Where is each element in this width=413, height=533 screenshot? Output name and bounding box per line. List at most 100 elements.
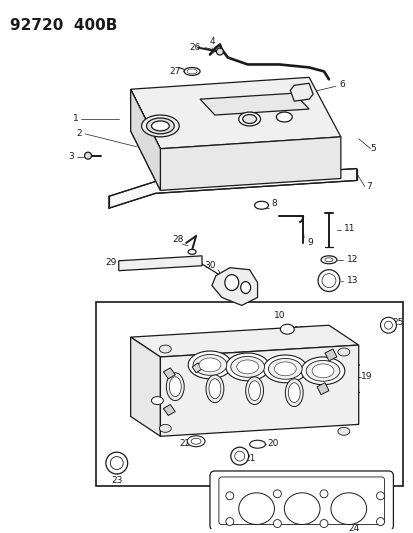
Ellipse shape: [273, 520, 281, 528]
Ellipse shape: [238, 493, 274, 524]
Text: 29: 29: [105, 259, 116, 267]
Ellipse shape: [284, 493, 319, 524]
Bar: [96, 302, 402, 486]
Ellipse shape: [84, 152, 91, 159]
Ellipse shape: [254, 201, 268, 209]
Ellipse shape: [263, 355, 306, 383]
Ellipse shape: [311, 364, 333, 378]
Polygon shape: [211, 268, 257, 305]
Ellipse shape: [192, 354, 226, 375]
Polygon shape: [290, 83, 312, 101]
Ellipse shape: [337, 427, 349, 435]
Ellipse shape: [225, 492, 233, 500]
Text: 15: 15: [182, 368, 193, 377]
Ellipse shape: [230, 357, 264, 377]
Ellipse shape: [234, 451, 244, 461]
Text: 5: 5: [370, 144, 375, 153]
Text: 8: 8: [271, 199, 277, 208]
Ellipse shape: [276, 112, 292, 122]
Ellipse shape: [321, 273, 335, 287]
Text: 92720  400B: 92720 400B: [9, 18, 117, 33]
Ellipse shape: [184, 68, 199, 75]
Ellipse shape: [224, 274, 238, 290]
Ellipse shape: [225, 353, 269, 381]
Ellipse shape: [159, 345, 171, 353]
Ellipse shape: [376, 518, 384, 526]
Text: 3: 3: [68, 152, 74, 161]
Text: 22: 22: [179, 439, 190, 448]
Text: 21: 21: [244, 454, 255, 463]
Ellipse shape: [280, 324, 294, 334]
Ellipse shape: [169, 377, 181, 397]
Ellipse shape: [380, 317, 395, 333]
Ellipse shape: [106, 452, 127, 474]
Text: 26: 26: [189, 43, 200, 52]
Ellipse shape: [245, 377, 263, 405]
Text: 20: 20: [267, 439, 278, 448]
Text: 23: 23: [111, 477, 122, 486]
Polygon shape: [160, 345, 358, 437]
Ellipse shape: [206, 375, 223, 402]
Ellipse shape: [317, 270, 339, 292]
Ellipse shape: [151, 397, 163, 405]
Polygon shape: [131, 77, 340, 149]
Polygon shape: [163, 405, 175, 415]
Ellipse shape: [199, 358, 221, 372]
Text: 10: 10: [273, 311, 285, 320]
Text: 13: 13: [346, 276, 357, 285]
Polygon shape: [131, 325, 358, 357]
Text: 18: 18: [338, 348, 349, 357]
Ellipse shape: [141, 115, 179, 137]
Ellipse shape: [384, 321, 392, 329]
Ellipse shape: [330, 493, 366, 524]
Polygon shape: [109, 168, 356, 208]
Polygon shape: [199, 93, 309, 115]
Ellipse shape: [337, 348, 349, 356]
Ellipse shape: [249, 440, 265, 448]
Text: 17: 17: [294, 326, 305, 335]
Ellipse shape: [301, 357, 344, 385]
Text: 19: 19: [360, 372, 371, 381]
Text: 12: 12: [346, 255, 357, 264]
Ellipse shape: [216, 48, 223, 55]
Text: 14: 14: [137, 400, 148, 409]
Ellipse shape: [240, 281, 250, 294]
Ellipse shape: [376, 492, 384, 500]
Polygon shape: [316, 383, 328, 394]
Ellipse shape: [268, 359, 301, 379]
Text: 25: 25: [392, 318, 403, 327]
Polygon shape: [163, 368, 175, 379]
Text: 7: 7: [366, 182, 371, 191]
Ellipse shape: [230, 447, 248, 465]
Ellipse shape: [242, 115, 256, 124]
Polygon shape: [119, 256, 202, 271]
Polygon shape: [131, 337, 160, 437]
Ellipse shape: [151, 121, 169, 131]
Ellipse shape: [274, 362, 296, 376]
FancyBboxPatch shape: [218, 477, 384, 524]
Text: 11: 11: [343, 223, 354, 232]
Ellipse shape: [187, 69, 197, 74]
Ellipse shape: [238, 112, 260, 126]
Ellipse shape: [324, 258, 332, 262]
Text: 1: 1: [73, 115, 79, 124]
Text: 4: 4: [209, 37, 214, 46]
Polygon shape: [192, 363, 202, 373]
FancyBboxPatch shape: [209, 471, 392, 530]
Ellipse shape: [248, 381, 260, 401]
Polygon shape: [324, 349, 336, 361]
Ellipse shape: [191, 438, 201, 444]
Ellipse shape: [273, 490, 281, 498]
Ellipse shape: [287, 383, 299, 402]
Text: 6: 6: [338, 80, 344, 89]
Text: 16: 16: [145, 410, 156, 419]
Polygon shape: [160, 137, 340, 190]
Ellipse shape: [285, 379, 302, 407]
Ellipse shape: [320, 256, 336, 264]
Text: 28: 28: [172, 236, 183, 245]
Ellipse shape: [146, 118, 174, 134]
Ellipse shape: [225, 518, 233, 526]
Ellipse shape: [166, 373, 184, 401]
Text: 27: 27: [169, 67, 180, 76]
Text: 2: 2: [76, 130, 82, 139]
